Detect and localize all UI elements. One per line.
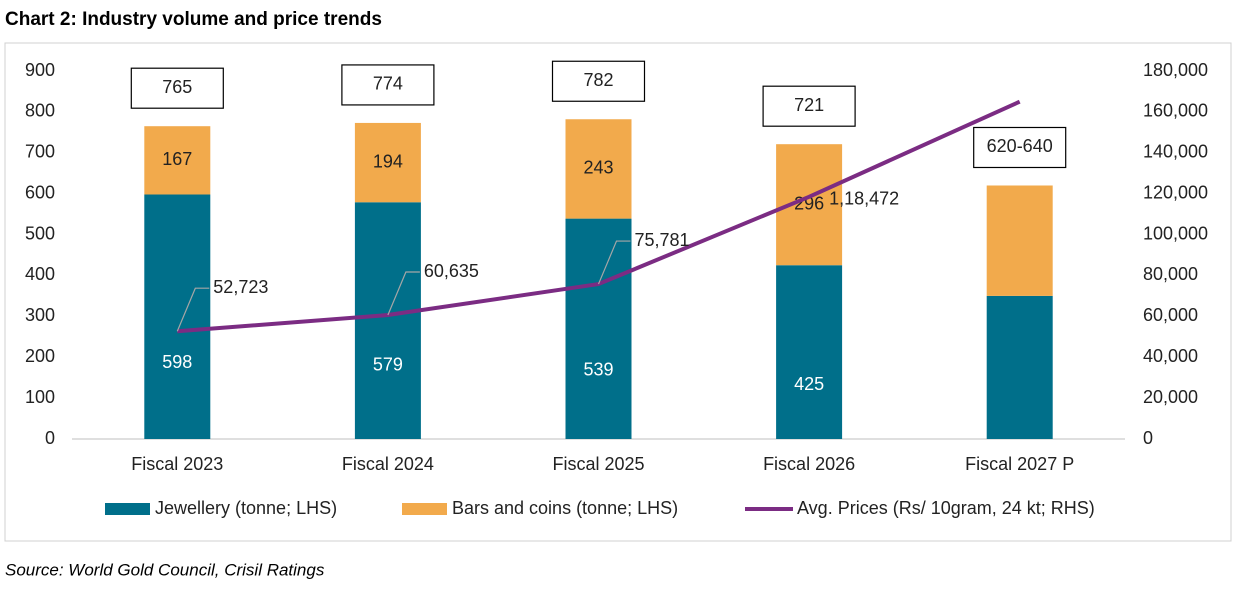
data-label: 598 (162, 352, 192, 372)
total-box (762, 85, 856, 127)
y-tick-label: 100 (25, 387, 55, 407)
y2-tick-label: 100,000 (1143, 223, 1208, 243)
y2-tick-label: 0 (1143, 428, 1153, 448)
y-tick-label: 500 (25, 223, 55, 243)
data-label: 243 (583, 158, 613, 178)
legend-swatch (402, 503, 447, 515)
data-label: 579 (373, 354, 403, 374)
total-box (551, 60, 646, 102)
y2-tick-label: 60,000 (1143, 305, 1198, 325)
total-label: 782 (583, 70, 613, 90)
bar-segment (144, 126, 211, 195)
y-tick-label: 700 (25, 142, 55, 162)
line-data-label: 1,18,472 (829, 189, 899, 209)
y2-tick-label: 160,000 (1143, 101, 1208, 121)
total-box (341, 64, 435, 106)
total-box (130, 67, 224, 109)
y2-tick-label: 140,000 (1143, 142, 1208, 162)
bar-segment (986, 295, 1053, 439)
bar-segment (354, 202, 421, 439)
y2-tick-label: 80,000 (1143, 264, 1198, 284)
leader-line (176, 287, 210, 332)
y-tick-label: 600 (25, 182, 55, 202)
total-label: 765 (162, 77, 192, 97)
bar-segment (776, 265, 843, 439)
y-tick-label: 400 (25, 264, 55, 284)
line-data-label: 52,723 (213, 277, 268, 297)
data-label: 539 (583, 359, 613, 379)
data-label: 167 (162, 149, 192, 169)
leader-line (597, 240, 631, 285)
y-tick-label: 200 (25, 346, 55, 366)
bar-segment (354, 122, 421, 203)
line-data-label: 75,781 (635, 230, 690, 250)
data-label: 194 (373, 151, 403, 171)
price-line (177, 99, 1021, 334)
y2-tick-label: 20,000 (1143, 387, 1198, 407)
chart-frame (4, 42, 1232, 542)
legend-label: Bars and coins (tonne; LHS) (452, 498, 678, 518)
y2-tick-label: 120,000 (1143, 182, 1208, 202)
y-tick-label: 300 (25, 305, 55, 325)
y-tick-label: 0 (45, 428, 55, 448)
total-box (973, 126, 1067, 169)
x-tick-label: Fiscal 2025 (552, 454, 644, 474)
total-label: 620-640 (987, 136, 1053, 156)
bar-segment (565, 218, 632, 439)
leader-line (387, 271, 420, 316)
bar-segment (144, 194, 211, 439)
bar-segment (565, 119, 632, 219)
source-note: Source: World Gold Council, Crisil Ratin… (5, 560, 325, 579)
chart-title: Chart 2: Industry volume and price trend… (5, 9, 382, 30)
x-tick-label: Fiscal 2023 (131, 454, 223, 474)
data-label: 425 (794, 374, 824, 394)
legend-label: Avg. Prices (Rs/ 10gram, 24 kt; RHS) (797, 498, 1095, 518)
line-data-label: 60,635 (424, 261, 479, 281)
legend-swatch (105, 503, 150, 515)
y2-tick-label: 180,000 (1143, 60, 1208, 80)
x-tick-label: Fiscal 2024 (342, 454, 434, 474)
x-tick-label: Fiscal 2027 P (965, 454, 1074, 474)
legend-label: Jewellery (tonne; LHS) (155, 498, 337, 518)
y-tick-label: 800 (25, 101, 55, 121)
x-tick-label: Fiscal 2026 (763, 454, 855, 474)
y-tick-label: 900 (25, 60, 55, 80)
total-label: 721 (794, 95, 824, 115)
bar-segment (986, 185, 1053, 296)
y2-tick-label: 40,000 (1143, 346, 1198, 366)
total-label: 774 (373, 74, 403, 94)
